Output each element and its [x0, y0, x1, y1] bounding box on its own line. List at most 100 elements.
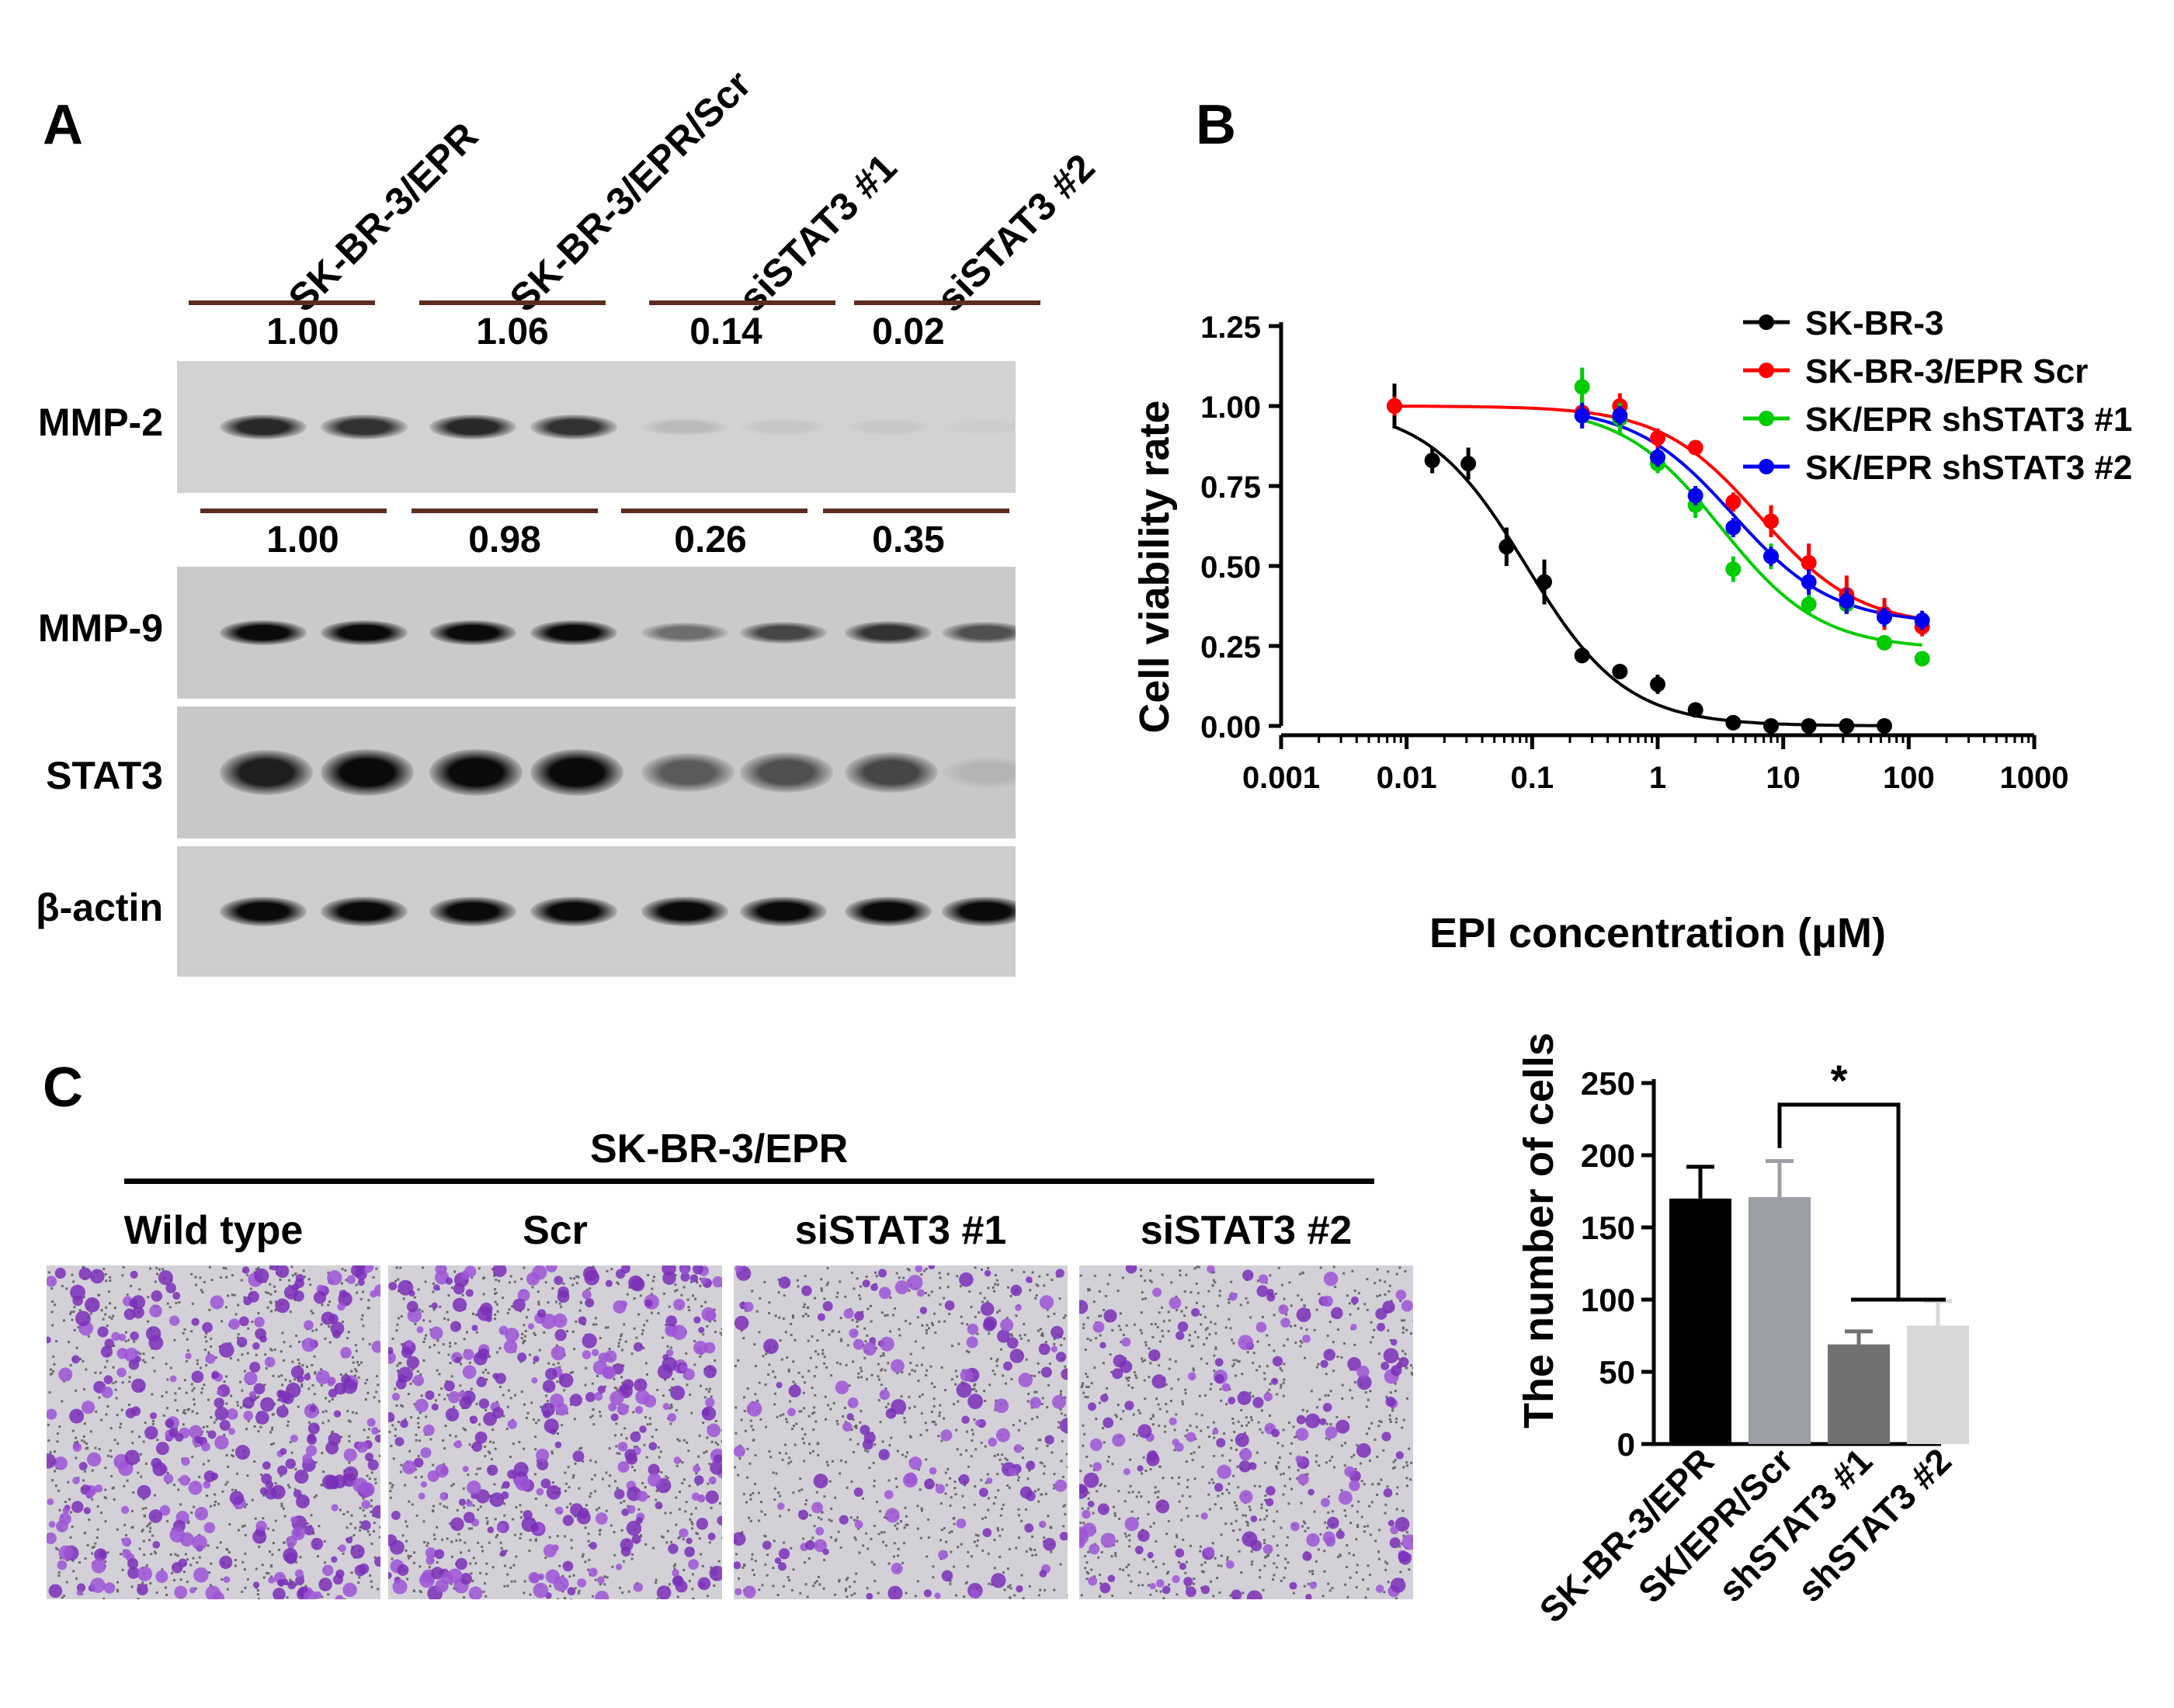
pore: [287, 1279, 290, 1282]
pore: [1284, 1567, 1287, 1570]
pore: [72, 1311, 75, 1314]
y-tick-label: 100: [1581, 1282, 1635, 1318]
pore: [645, 1319, 648, 1322]
pore: [1161, 1306, 1164, 1309]
pore: [1001, 1453, 1004, 1456]
pore: [1245, 1424, 1248, 1427]
pore: [75, 1456, 78, 1460]
stained-cell: [863, 1432, 876, 1444]
pore: [589, 1287, 592, 1290]
pore: [853, 1580, 856, 1583]
pore: [1290, 1304, 1293, 1307]
pore: [688, 1484, 691, 1488]
pore: [963, 1595, 966, 1599]
stained-cell: [172, 1292, 181, 1300]
pore: [420, 1475, 423, 1478]
pore: [85, 1368, 88, 1371]
stained-cell: [1169, 1417, 1177, 1425]
stained-cell: [591, 1349, 599, 1356]
pore: [72, 1280, 75, 1283]
pore: [321, 1422, 325, 1425]
pore: [799, 1477, 802, 1481]
y-tick-label: 50: [1599, 1354, 1635, 1390]
pore: [443, 1505, 446, 1508]
pore: [831, 1460, 834, 1463]
pore: [1382, 1449, 1385, 1452]
stained-cell: [425, 1556, 435, 1565]
pore: [996, 1473, 999, 1476]
pore: [582, 1460, 585, 1463]
pore: [407, 1393, 410, 1396]
pore: [104, 1467, 107, 1470]
x-tick-label: 1000: [2000, 761, 2069, 795]
pore: [1038, 1275, 1041, 1278]
pore: [443, 1317, 446, 1320]
stained-cell: [418, 1492, 425, 1500]
stained-cell: [333, 1410, 342, 1418]
pore: [243, 1505, 246, 1508]
pore: [1059, 1563, 1062, 1566]
pore: [1099, 1573, 1102, 1576]
pore: [202, 1463, 205, 1466]
pore: [706, 1324, 709, 1328]
stained-cell: [223, 1576, 231, 1583]
pore: [593, 1474, 596, 1477]
pore: [1018, 1419, 1021, 1422]
pore: [395, 1266, 398, 1269]
stained-cell: [1039, 1520, 1047, 1529]
stained-cell: [388, 1346, 394, 1355]
pore: [1127, 1379, 1130, 1382]
pore: [543, 1331, 546, 1334]
stained-cell: [282, 1392, 294, 1404]
pore: [1140, 1472, 1143, 1475]
pore: [49, 1451, 52, 1454]
pore: [154, 1552, 157, 1555]
pore: [717, 1443, 720, 1446]
pore: [675, 1523, 678, 1526]
pore: [779, 1414, 782, 1417]
pore: [355, 1344, 358, 1347]
pore: [310, 1310, 313, 1313]
pore: [880, 1383, 883, 1387]
pore: [551, 1481, 554, 1484]
pore: [443, 1447, 446, 1450]
pore: [901, 1561, 904, 1564]
pore: [575, 1275, 578, 1278]
pore: [240, 1406, 243, 1409]
pore: [1230, 1522, 1233, 1525]
pore: [313, 1495, 316, 1498]
pore: [1348, 1302, 1351, 1305]
pore: [417, 1288, 420, 1291]
pore: [1062, 1505, 1065, 1508]
stained-cell: [1272, 1356, 1283, 1367]
pore: [714, 1331, 717, 1334]
pore: [503, 1514, 506, 1517]
pore: [1037, 1439, 1040, 1442]
stained-cell: [656, 1585, 672, 1599]
stained-cell: [1009, 1467, 1018, 1477]
pore: [977, 1534, 980, 1537]
pore: [1036, 1415, 1039, 1418]
pore: [1290, 1442, 1294, 1445]
pore: [116, 1528, 119, 1531]
pore: [1198, 1394, 1201, 1397]
pore: [567, 1466, 570, 1469]
pore: [237, 1529, 240, 1532]
pore: [472, 1504, 475, 1507]
stained-cell: [562, 1515, 574, 1526]
pore: [362, 1497, 365, 1500]
blot-band: [530, 749, 623, 796]
pore: [398, 1362, 401, 1365]
pore: [1387, 1270, 1390, 1273]
pore: [926, 1555, 929, 1558]
stained-cell: [708, 1476, 717, 1484]
pore: [574, 1462, 577, 1465]
pore: [280, 1374, 283, 1377]
pore: [945, 1540, 948, 1543]
pore: [1329, 1422, 1332, 1425]
pore: [999, 1348, 1002, 1351]
pore: [662, 1394, 665, 1397]
stained-cell: [48, 1584, 63, 1599]
pore: [1041, 1332, 1044, 1335]
pore: [494, 1518, 497, 1521]
